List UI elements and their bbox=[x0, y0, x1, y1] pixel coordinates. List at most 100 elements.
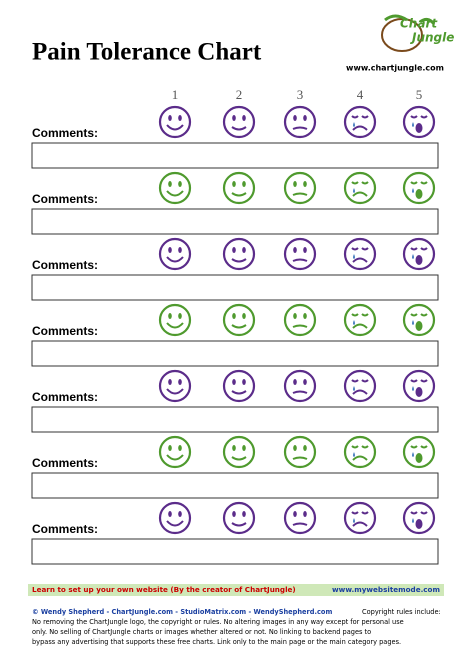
mouth bbox=[352, 521, 368, 527]
eye bbox=[293, 445, 297, 451]
credits: © Wendy Shepherd - ChartJungle.com - Stu… bbox=[32, 608, 332, 616]
eye bbox=[168, 313, 172, 319]
comment-box bbox=[31, 472, 439, 499]
face-outline bbox=[158, 369, 192, 403]
face bbox=[283, 171, 317, 205]
tear bbox=[353, 254, 355, 259]
mouth bbox=[292, 456, 308, 460]
eye bbox=[293, 181, 297, 187]
url: www.chartjungle.com bbox=[346, 64, 444, 73]
mouth bbox=[166, 322, 184, 329]
tear bbox=[353, 122, 355, 127]
eye bbox=[242, 313, 246, 319]
mouth bbox=[352, 389, 368, 395]
face-outline bbox=[222, 171, 256, 205]
face bbox=[222, 435, 256, 469]
face bbox=[222, 501, 256, 535]
mouth bbox=[231, 456, 247, 461]
eye bbox=[178, 313, 182, 319]
comments-label: Comments: bbox=[32, 126, 98, 140]
tear bbox=[412, 320, 414, 325]
face bbox=[158, 303, 192, 337]
eye bbox=[242, 511, 246, 517]
face-outline bbox=[402, 501, 436, 535]
comment-box bbox=[31, 340, 439, 367]
face bbox=[343, 369, 377, 403]
face bbox=[343, 303, 377, 337]
banner-url: www.mywebsitemode.com bbox=[332, 585, 440, 594]
eye bbox=[351, 511, 369, 515]
face bbox=[343, 105, 377, 139]
face-outline bbox=[283, 435, 317, 469]
face bbox=[402, 303, 436, 337]
comment-box bbox=[31, 142, 439, 169]
eye bbox=[242, 115, 246, 121]
mouth bbox=[352, 323, 368, 329]
eye bbox=[178, 115, 182, 121]
logo: Chart Jungle bbox=[381, 14, 454, 52]
eye bbox=[242, 181, 246, 187]
scale-number: 3 bbox=[297, 87, 304, 102]
eye bbox=[168, 445, 172, 451]
mouth bbox=[231, 324, 247, 329]
face bbox=[283, 303, 317, 337]
face-outline bbox=[158, 171, 192, 205]
mouth bbox=[292, 126, 308, 130]
eye bbox=[168, 181, 172, 187]
face-outline bbox=[402, 171, 436, 205]
face bbox=[402, 105, 436, 139]
eye bbox=[410, 445, 428, 449]
eye bbox=[232, 247, 236, 253]
mouth bbox=[292, 258, 308, 262]
mouth bbox=[352, 125, 368, 131]
face bbox=[402, 369, 436, 403]
face bbox=[402, 501, 436, 535]
mouth bbox=[231, 126, 247, 131]
logo-text: Chart bbox=[400, 17, 438, 31]
scale-number: 5 bbox=[416, 87, 423, 102]
face-outline bbox=[222, 369, 256, 403]
mouth bbox=[166, 124, 184, 131]
eye bbox=[232, 445, 236, 451]
comment-box bbox=[31, 208, 439, 235]
comment-box bbox=[31, 538, 439, 565]
tear bbox=[353, 188, 355, 193]
face bbox=[283, 237, 317, 271]
face-outline bbox=[158, 501, 192, 535]
mouth bbox=[415, 255, 423, 265]
face-outline bbox=[222, 303, 256, 337]
comments-label: Comments: bbox=[32, 324, 98, 338]
face bbox=[222, 105, 256, 139]
title: Pain Tolerance Chart bbox=[32, 39, 262, 66]
face-outline bbox=[343, 171, 377, 205]
comments-label: Comments: bbox=[32, 522, 98, 536]
eye bbox=[293, 115, 297, 121]
eye bbox=[410, 313, 428, 317]
comments-label: Comments: bbox=[32, 390, 98, 404]
comments-label: Comments: bbox=[32, 456, 98, 470]
mouth bbox=[166, 388, 184, 395]
face-outline bbox=[283, 303, 317, 337]
eye bbox=[410, 181, 428, 185]
tear bbox=[412, 386, 414, 391]
mouth bbox=[352, 191, 368, 197]
face bbox=[343, 435, 377, 469]
mouth bbox=[352, 455, 368, 461]
eye bbox=[232, 181, 236, 187]
eye bbox=[293, 511, 297, 517]
banner bbox=[28, 584, 444, 596]
face bbox=[222, 171, 256, 205]
mouth bbox=[166, 190, 184, 197]
eye bbox=[242, 445, 246, 451]
face bbox=[222, 303, 256, 337]
comment-box bbox=[31, 274, 439, 301]
eye bbox=[178, 247, 182, 253]
tear bbox=[412, 122, 414, 127]
mouth bbox=[292, 522, 308, 526]
face-outline bbox=[283, 237, 317, 271]
face-outline bbox=[158, 435, 192, 469]
mouth bbox=[231, 258, 247, 263]
face bbox=[283, 501, 317, 535]
mouth bbox=[415, 519, 423, 529]
